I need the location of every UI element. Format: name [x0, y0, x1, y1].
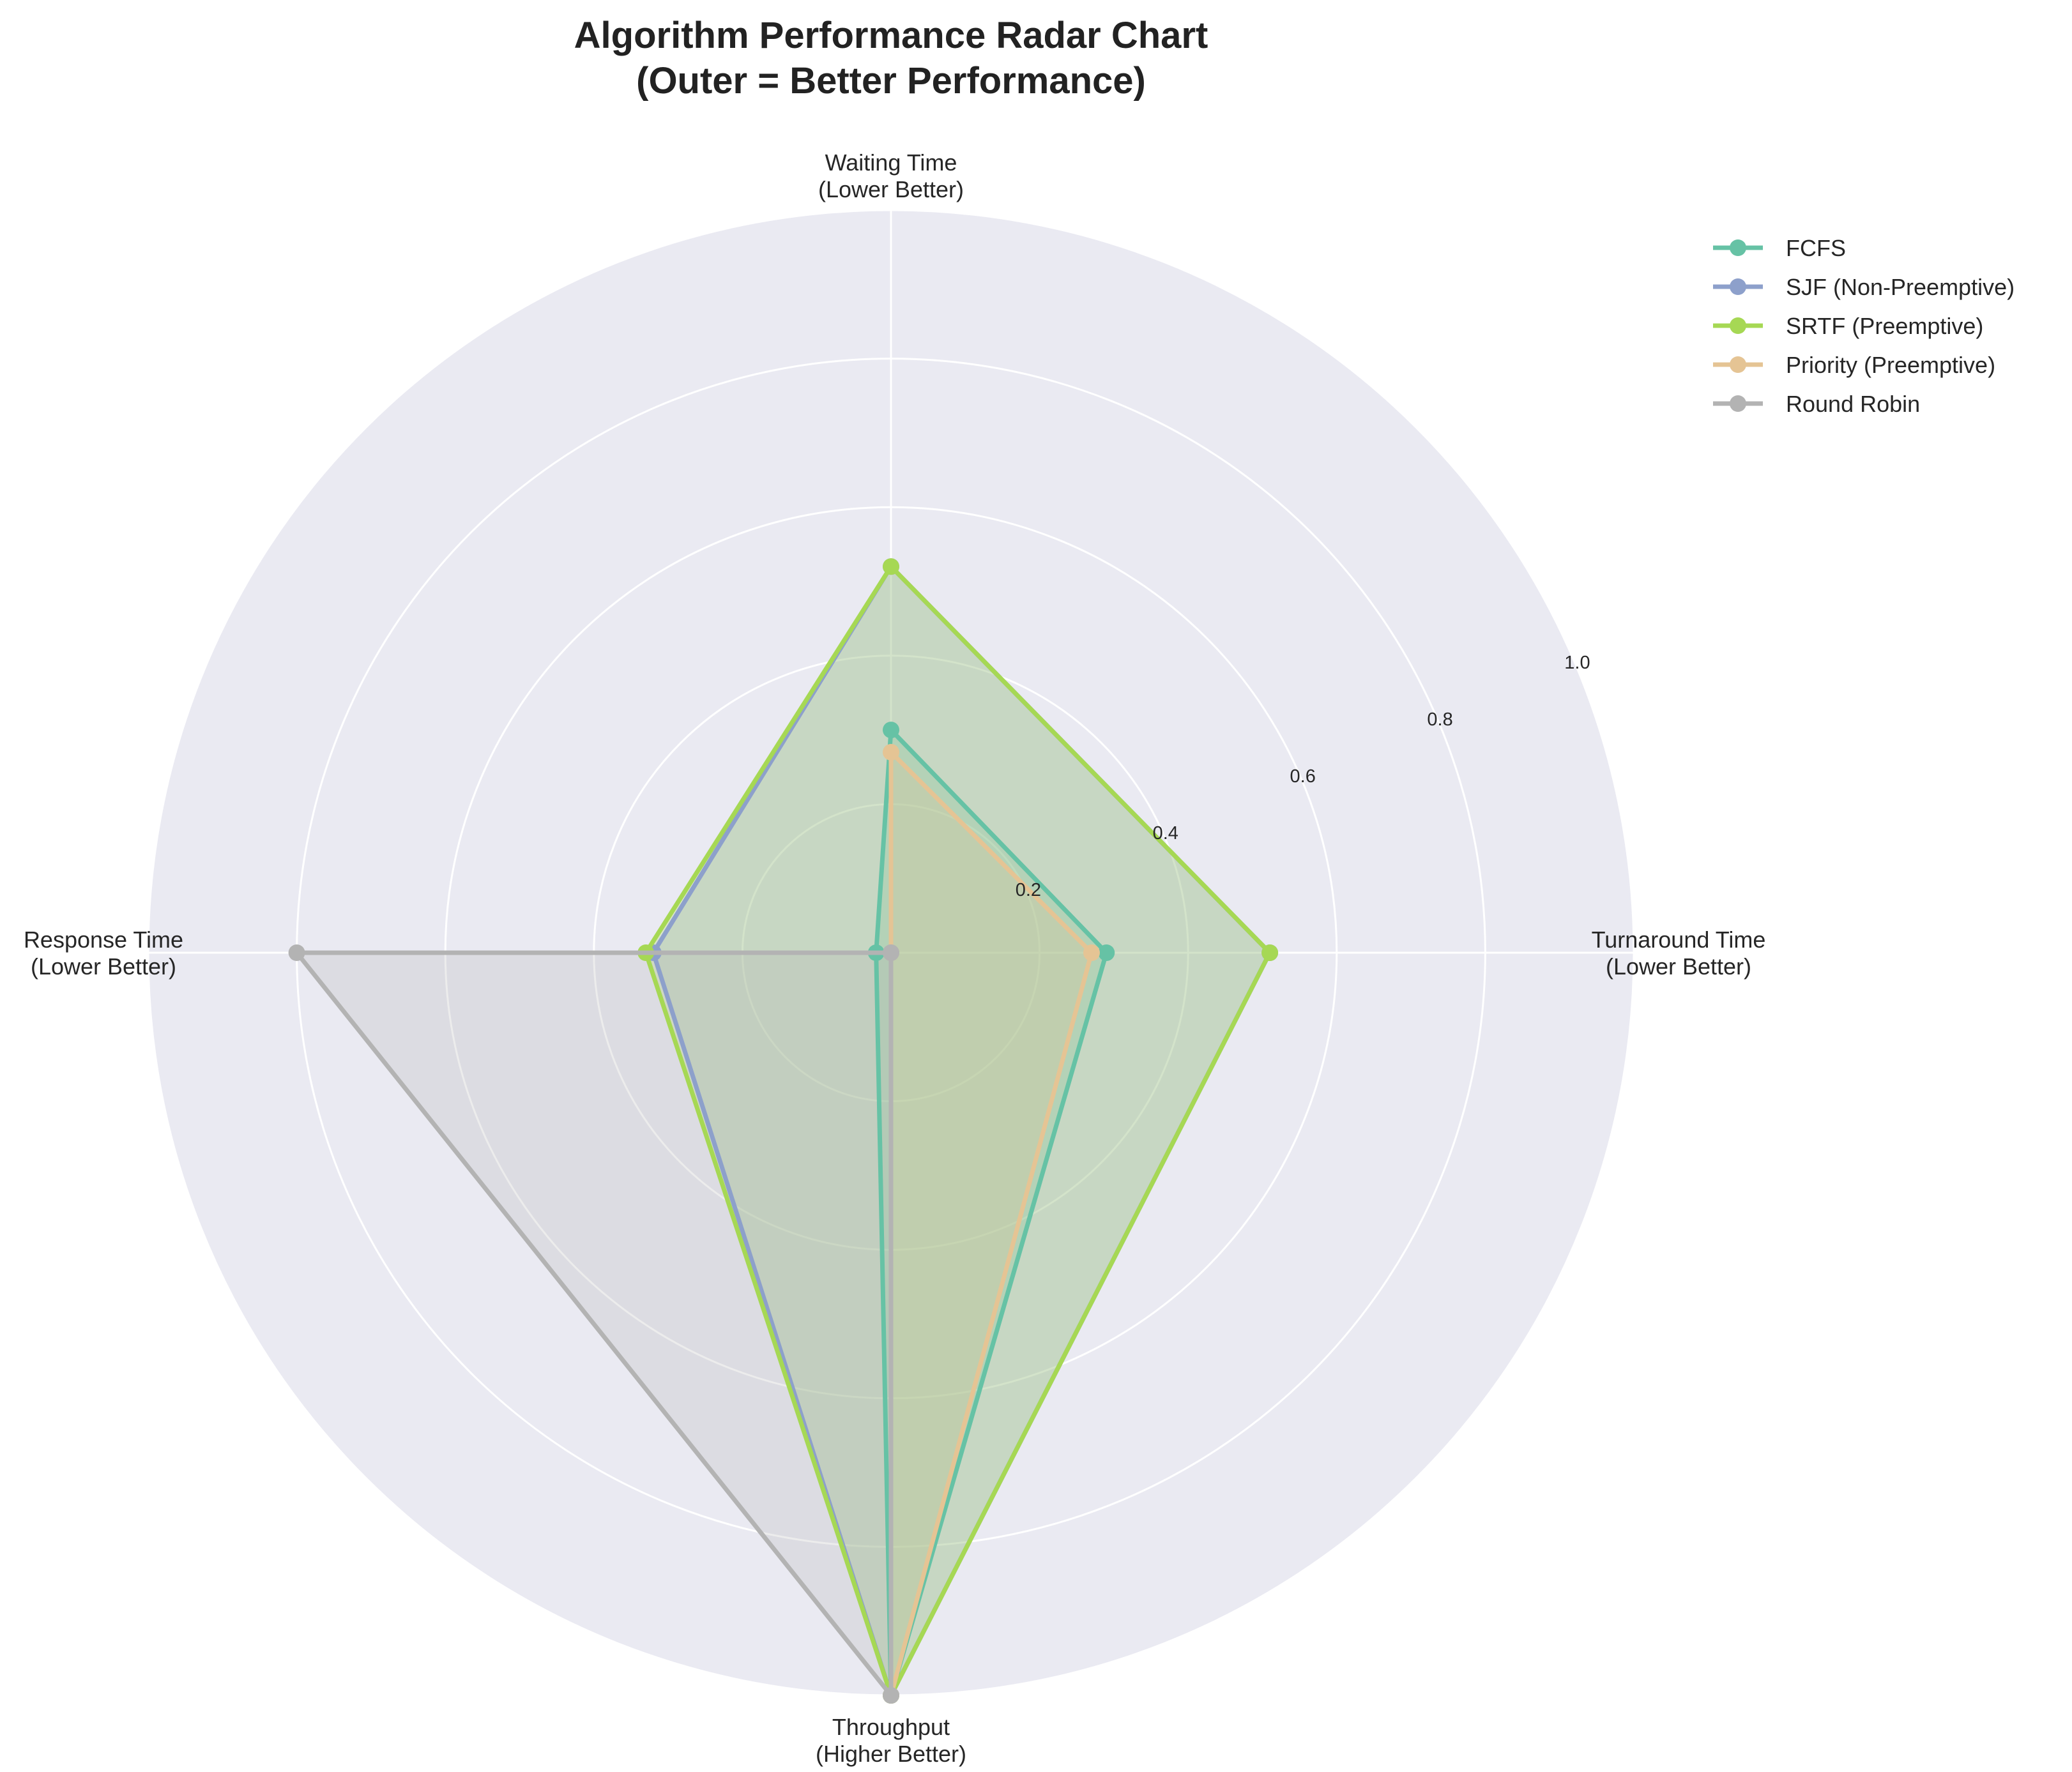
legend-marker-4 — [1730, 395, 1746, 412]
radial-tick-labels: 0.2 0.4 0.6 0.8 1.0 — [1016, 653, 1590, 900]
legend-label-0: FCFS — [1786, 235, 1846, 261]
series-fill-1 — [653, 566, 1270, 1696]
axis-label-3-line1: Response Time — [24, 927, 183, 953]
axis-label-2-line2: (Higher Better) — [816, 1741, 966, 1767]
series-2-point-1 — [1261, 944, 1279, 961]
axis-label-3-line2: (Lower Better) — [31, 953, 176, 980]
legend-label-1: SJF (Non-Preemptive) — [1786, 274, 2015, 300]
axis-label-1-line1: Turnaround Time — [1592, 927, 1766, 953]
chart-title-line2: (Outer = Better Performance) — [636, 60, 1146, 102]
axis-label-1-line2: (Lower Better) — [1606, 953, 1751, 980]
legend-marker-2 — [1730, 317, 1746, 334]
legend-marker-0 — [1730, 239, 1746, 256]
radial-tick-label-4: 1.0 — [1564, 653, 1590, 673]
series-lines — [288, 558, 1279, 1704]
chart-title-line1: Algorithm Performance Radar Chart — [574, 15, 1208, 56]
radial-tick-label-2: 0.6 — [1290, 766, 1316, 787]
legend-label-2: SRTF (Preemptive) — [1786, 313, 1983, 339]
series-2-point-0 — [883, 558, 899, 575]
legend: FCFS SJF (Non-Preemptive) SRTF (Preemptive… — [1713, 235, 2015, 417]
legend-marker-1 — [1730, 278, 1746, 295]
legend-label-4: Round Robin — [1786, 391, 1920, 417]
series-4-point-1 — [883, 944, 899, 961]
series-0-point-0 — [883, 722, 899, 739]
axis-label-0-line1: Waiting Time — [825, 149, 957, 176]
radial-tick-label-0: 0.2 — [1016, 880, 1041, 900]
series-3-point-0 — [883, 743, 899, 761]
radial-tick-label-1: 0.4 — [1153, 823, 1178, 844]
series-4-point-2 — [883, 1687, 899, 1704]
axis-label-2-line1: Throughput — [832, 1714, 950, 1740]
series-fill-3 — [891, 752, 1092, 1695]
legend-label-3: Priority (Preemptive) — [1786, 352, 1995, 378]
radial-tick-label-3: 0.8 — [1427, 709, 1452, 730]
legend-marker-3 — [1730, 356, 1746, 373]
series-fill-0 — [876, 730, 1107, 1695]
axis-labels: Waiting Time(Lower Better)Turnaround Tim… — [24, 149, 1765, 1767]
series-0-point-1 — [1098, 944, 1115, 961]
axis-label-0-line2: (Lower Better) — [818, 176, 964, 202]
series-4-point-3 — [288, 944, 305, 961]
series-3-point-1 — [1083, 944, 1101, 961]
series-line-4 — [294, 950, 894, 1698]
